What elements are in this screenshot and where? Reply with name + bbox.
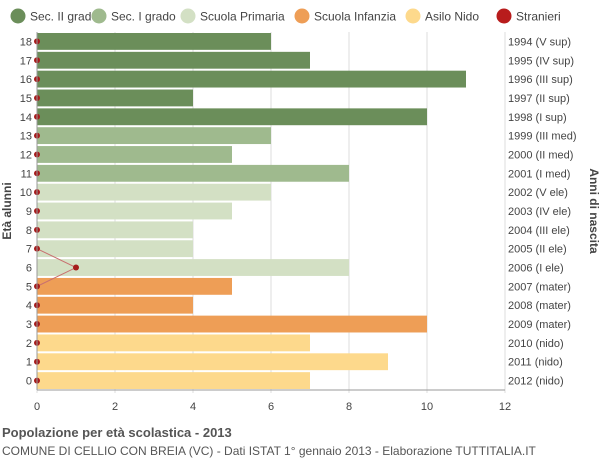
legend-swatch — [10, 8, 26, 24]
y-tick-label-age: 3 — [26, 319, 32, 331]
bar — [37, 183, 271, 201]
y-tick-label-birth: 2012 (nido) — [508, 376, 564, 388]
bar — [37, 277, 232, 295]
y-tick-label-birth: 2002 (V ele) — [508, 187, 568, 199]
bar — [37, 127, 271, 145]
y-tick-label-birth: 2006 (I ele) — [508, 263, 564, 275]
y-tick-label-birth: 2011 (nido) — [508, 357, 563, 369]
y-tick-label-age: 16 — [20, 74, 32, 86]
y-tick-label-birth: 2004 (III ele) — [508, 225, 570, 237]
bar — [37, 202, 232, 220]
y-tick-label-age: 1 — [26, 357, 32, 369]
y-tick-label-age: 10 — [20, 187, 32, 199]
y-tick-label-age: 17 — [20, 55, 32, 67]
x-tick-label: 0 — [34, 401, 40, 413]
y-tick-label-birth: 1995 (IV sup) — [508, 55, 574, 67]
y-tick-label-age: 6 — [26, 263, 32, 275]
legend-label: Scuola Infanzia — [314, 10, 396, 24]
y-tick-label-birth: 2000 (II med) — [508, 149, 573, 161]
bar — [37, 108, 427, 126]
stranieri-point — [73, 264, 79, 271]
footer-title: Popolazione per età scolastica - 2013 — [2, 425, 232, 440]
y-tick-label-birth: 1997 (II sup) — [508, 93, 570, 105]
bar — [37, 70, 466, 88]
y-tick-label-age: 5 — [26, 281, 32, 293]
y-tick-label-birth: 1999 (III med) — [508, 131, 576, 143]
y-tick-label-age: 9 — [26, 206, 32, 218]
bar — [37, 259, 349, 276]
y-tick-label-age: 11 — [21, 168, 32, 180]
bar — [37, 240, 193, 258]
legend-swatch — [91, 8, 107, 24]
y-tick-label-age: 13 — [20, 131, 32, 143]
bar — [37, 221, 193, 239]
x-tick-label: 10 — [421, 401, 433, 413]
y-tick-label-birth: 1998 (I sup) — [508, 112, 567, 124]
footer-subtitle: COMUNE DI CELLIO CON BREIA (VC) - Dati I… — [2, 444, 536, 458]
y-axis-title-left: Età alunni — [0, 182, 14, 239]
y-tick-label-birth: 2009 (mater) — [508, 319, 571, 331]
y-tick-label-birth: 2003 (IV ele) — [508, 206, 571, 218]
y-tick-label-birth: 2010 (nido) — [508, 338, 564, 350]
legend-swatch — [294, 8, 310, 24]
legend-swatch — [180, 8, 196, 24]
x-tick-label: 8 — [346, 401, 352, 413]
legend: Sec. II grado Sec. I grado Scuola Primaria… — [10, 8, 561, 24]
legend-label: Asilo Nido — [425, 10, 479, 24]
y-tick-label-birth: 2001 (I med) — [508, 168, 570, 180]
legend-label: Sec. II grado — [30, 10, 98, 24]
x-tick-label: 12 — [499, 401, 511, 413]
y-axis-title-right: Anni di nascita — [587, 168, 600, 254]
y-tick-label-age: 8 — [26, 225, 32, 237]
y-tick-label-age: 15 — [20, 93, 32, 105]
y-tick-label-birth: 1996 (III sup) — [508, 74, 573, 86]
legend-label: Scuola Primaria — [200, 10, 285, 24]
bar — [37, 164, 349, 182]
bar — [37, 334, 310, 352]
axes — [36, 32, 505, 391]
x-tick-label: 2 — [112, 401, 118, 413]
y-tick-label-age: 2 — [26, 338, 32, 350]
bar — [37, 146, 232, 163]
legend-label: Stranieri — [516, 10, 561, 24]
y-tick-label-birth: 2007 (mater) — [508, 281, 571, 293]
y-tick-label-birth: 2005 (II ele) — [508, 244, 567, 256]
bar — [37, 296, 193, 314]
y-tick-label-age: 18 — [20, 36, 32, 48]
bar — [37, 33, 271, 50]
legend-swatch-stranieri — [496, 8, 512, 24]
legend-swatch — [405, 8, 421, 24]
bar — [37, 51, 310, 69]
x-tick-label: 6 — [268, 401, 274, 413]
y-tick-label-age: 0 — [26, 376, 32, 388]
y-tick-label-age: 14 — [20, 112, 32, 124]
y-tick-label-age: 7 — [26, 244, 32, 256]
bar — [37, 315, 427, 333]
bar — [37, 372, 310, 389]
x-tick-label: 4 — [190, 401, 196, 413]
stranieri-series — [34, 38, 79, 384]
y-tick-label-age: 4 — [26, 300, 32, 312]
y-tick-label-age: 12 — [20, 149, 32, 161]
bar — [37, 353, 388, 371]
bars — [37, 33, 466, 389]
legend-label: Sec. I grado — [111, 10, 176, 24]
bar — [37, 89, 193, 107]
y-tick-label-birth: 1994 (V sup) — [508, 36, 571, 48]
y-tick-label-birth: 2008 (mater) — [508, 300, 571, 312]
